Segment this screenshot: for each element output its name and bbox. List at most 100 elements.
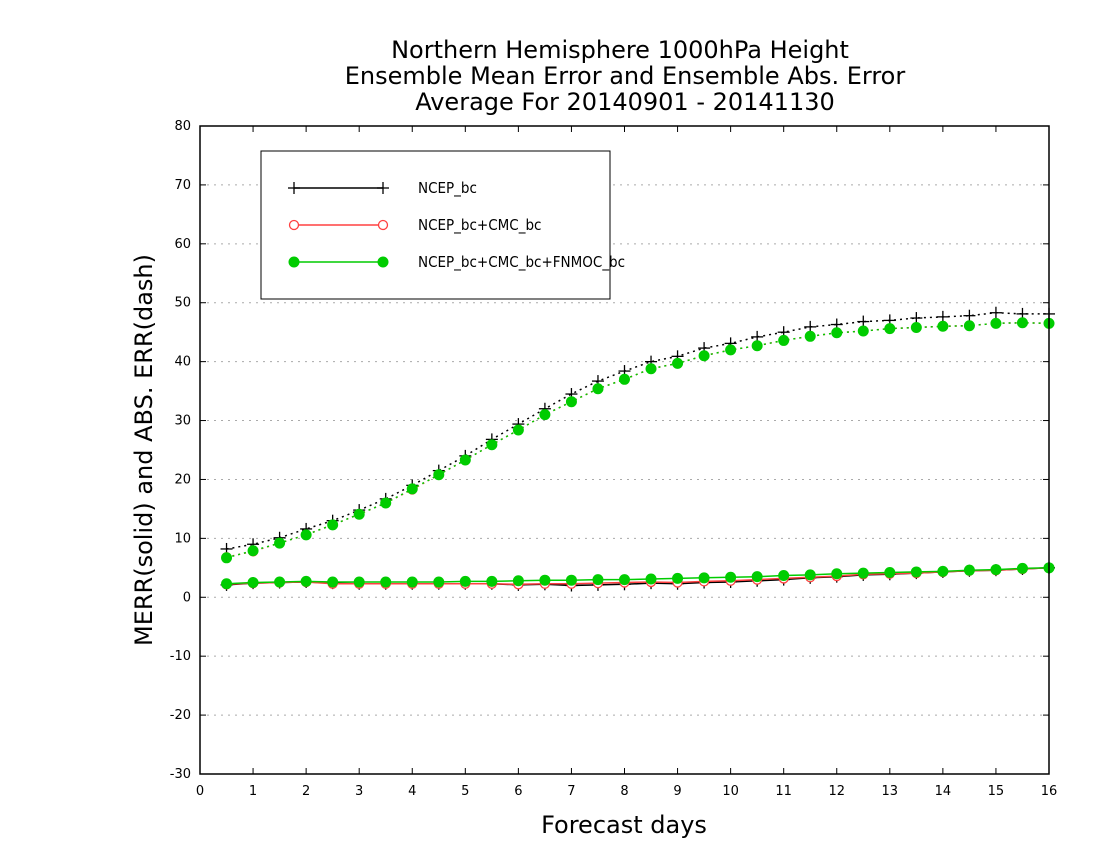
abs-err-point-ncep-bc-cmc-bc-fnmoc-bc [672,357,684,369]
abs-err-point-ncep-bc-cmc-bc-fnmoc-bc [725,344,737,356]
merr-point-ncep-bc-cmc-bc-fnmoc-bc [433,576,445,588]
abs-err-point-ncep-bc [963,309,976,322]
legend-box [260,150,611,300]
merr-point-ncep-bc-cmc-bc-fnmoc-bc [539,574,551,586]
abs-err-point-ncep-bc-cmc-bc-fnmoc-bc [698,350,710,362]
series-abs-err-line-ncep-bc [226,311,1049,550]
abs-err-point-ncep-bc-cmc-bc-fnmoc-bc [963,320,975,332]
abs-err-point-ncep-bc-cmc-bc-fnmoc-bc [619,373,630,385]
abs-err-point-ncep-bc-cmc-bc-fnmoc-bc [592,383,604,395]
merr-point-ncep-bc-cmc-bc-fnmoc-bc [459,575,471,587]
merr-point-ncep-bc-cmc-bc-fnmoc-bc [645,573,657,585]
merr-point-ncep-bc-cmc-bc-fnmoc-bc [778,569,790,581]
x-tick-label: 11 [775,784,792,799]
x-tick-label: 15 [988,784,1005,799]
legend-label-ncep-bc-cmc-bc: NCEP_bc+CMC_bc [418,216,541,235]
y-tick-label: 40 [174,355,191,370]
chart-title: Northern Hemisphere 1000hPa Height Ensem… [345,36,906,116]
merr-point-ncep-bc-cmc-bc-fnmoc-bc [486,575,498,587]
y-axis-ticks: -30 -20 -10 0 10 20 30 40 50 60 70 80 [170,119,1049,782]
chart-title-line-1: Northern Hemisphere 1000hPa Height [391,36,849,64]
y-tick-label: 70 [174,178,191,193]
legend-marker-ncep-bc [288,182,300,194]
x-tick-label: 9 [673,784,681,799]
y-tick-label: -10 [170,649,191,664]
merr-point-ncep-bc-cmc-bc-fnmoc-bc [274,576,286,588]
merr-point-ncep-bc-cmc-bc-fnmoc-bc [406,576,418,588]
abs-err-point-ncep-bc-cmc-bc-fnmoc-bc [433,469,445,481]
y-tick-label: 60 [174,237,191,252]
abs-err-point-ncep-bc-cmc-bc-fnmoc-bc [539,409,551,421]
merr-point-ncep-bc-cmc-bc-fnmoc-bc [857,567,869,579]
merr-point-ncep-bc-cmc-bc-fnmoc-bc [884,567,896,579]
x-tick-label: 8 [620,784,628,799]
abs-err-point-ncep-bc-cmc-bc-fnmoc-bc [937,320,949,332]
series-abs-err-line-ncep-bc-cmc-bc [226,322,1050,558]
merr-point-ncep-bc-cmc-bc-fnmoc-bc [963,564,975,576]
y-tick-label: 0 [183,590,191,605]
x-tick-label: 0 [196,784,204,799]
merr-point-ncep-bc-cmc-bc-fnmoc-bc [910,566,922,578]
abs-err-point-ncep-bc-cmc-bc-fnmoc-bc [884,323,896,335]
legend-marker-ncep-bc-cmc-bc-fnmoc-bc [377,256,389,268]
y-tick-label: -20 [170,708,191,723]
abs-err-point-ncep-bc-cmc-bc-fnmoc-bc [857,325,869,337]
abs-err-point-ncep-bc-cmc-bc-fnmoc-bc [910,321,922,333]
abs-err-point-ncep-bc-cmc-bc-fnmoc-bc [353,508,365,520]
merr-point-ncep-bc-cmc-bc-fnmoc-bc [804,569,816,581]
abs-err-point-ncep-bc-cmc-bc-fnmoc-bc [990,317,1002,329]
merr-point-ncep-bc-cmc-bc-fnmoc-bc [592,574,604,586]
x-tick-label: 2 [302,784,310,799]
y-tick-label: 80 [174,119,191,134]
merr-point-ncep-bc-cmc-bc-fnmoc-bc [751,571,763,583]
abs-err-point-ncep-bc [989,306,1002,319]
merr-point-ncep-bc-cmc-bc-fnmoc-bc [1016,562,1028,574]
legend-marker-ncep-bc [377,182,389,194]
abs-err-point-ncep-bc-cmc-bc-fnmoc-bc [380,497,392,509]
abs-err-point-ncep-bc-cmc-bc-fnmoc-bc [300,529,312,541]
y-tick-label: 50 [174,296,191,311]
y-axis-label: MERR(solid) and ABS. ERR(dash) [130,254,158,646]
abs-err-point-ncep-bc-cmc-bc-fnmoc-bc [406,483,418,495]
x-tick-label: 7 [567,784,575,799]
abs-err-point-ncep-bc-cmc-bc-fnmoc-bc [778,334,790,346]
x-tick-label: 5 [461,784,469,799]
abs-err-point-ncep-bc-cmc-bc-fnmoc-bc [247,545,259,557]
y-tick-label: 20 [174,472,191,487]
chart-title-line-3: Average For 20140901 - 20141130 [415,88,835,116]
x-tick-label: 6 [514,784,522,799]
merr-point-ncep-bc-cmc-bc-fnmoc-bc [380,576,392,588]
merr-point-ncep-bc-cmc-bc-fnmoc-bc [619,574,630,586]
x-tick-label: 14 [935,784,952,799]
x-tick-label: 1 [249,784,257,799]
legend-label-ncep-bc: NCEP_bc [418,179,477,198]
abs-err-point-ncep-bc-cmc-bc-fnmoc-bc [1016,317,1028,329]
merr-point-ncep-bc-cmc-bc-fnmoc-bc [990,564,1002,576]
abs-err-point-ncep-bc-cmc-bc-fnmoc-bc [221,552,233,564]
x-tick-label: 3 [355,784,363,799]
abs-err-point-ncep-bc-cmc-bc-fnmoc-bc [565,396,577,408]
merr-point-ncep-bc-cmc-bc-fnmoc-bc [512,575,524,587]
legend-label-ncep-bc-cmc-bc-fnmoc-bc: NCEP_bc+CMC_bc+FNMOC_bc [418,253,625,272]
merr-point-ncep-bc-cmc-bc-fnmoc-bc [300,575,312,587]
legend-marker-ncep-bc-cmc-bc [377,219,389,231]
merr-point-ncep-bc-cmc-bc-fnmoc-bc [353,576,365,588]
abs-err-point-ncep-bc-cmc-bc-fnmoc-bc [512,424,524,436]
merr-point-ncep-bc-cmc-bc-fnmoc-bc [221,578,233,590]
x-tick-label: 13 [882,784,899,799]
x-tick-label: 10 [722,784,739,799]
y-tick-label: 10 [174,531,191,546]
y-tick-label: 30 [174,414,191,429]
merr-point-ncep-bc-cmc-bc-fnmoc-bc [698,572,710,584]
abs-err-point-ncep-bc-cmc-bc-fnmoc-bc [459,454,471,466]
legend: NCEP_bc NCEP_bc+CMC_bc NCEP_bc+CMC_bc+FNMO… [260,150,625,300]
merr-point-ncep-bc-cmc-bc-fnmoc-bc [725,571,737,583]
merr-point-ncep-bc-cmc-bc-fnmoc-bc [672,572,684,584]
series-abs-err-line-ncep-bc-cmc-bc-fnmoc-bc [226,322,1050,559]
abs-err-point-ncep-bc-cmc-bc-fnmoc-bc [831,327,843,339]
abs-err-point-ncep-bc-cmc-bc-fnmoc-bc [751,340,763,352]
abs-err-point-ncep-bc-cmc-bc-fnmoc-bc [645,363,657,375]
x-tick-label: 16 [1041,784,1058,799]
abs-err-point-ncep-bc-cmc-bc-fnmoc-bc [327,519,339,531]
